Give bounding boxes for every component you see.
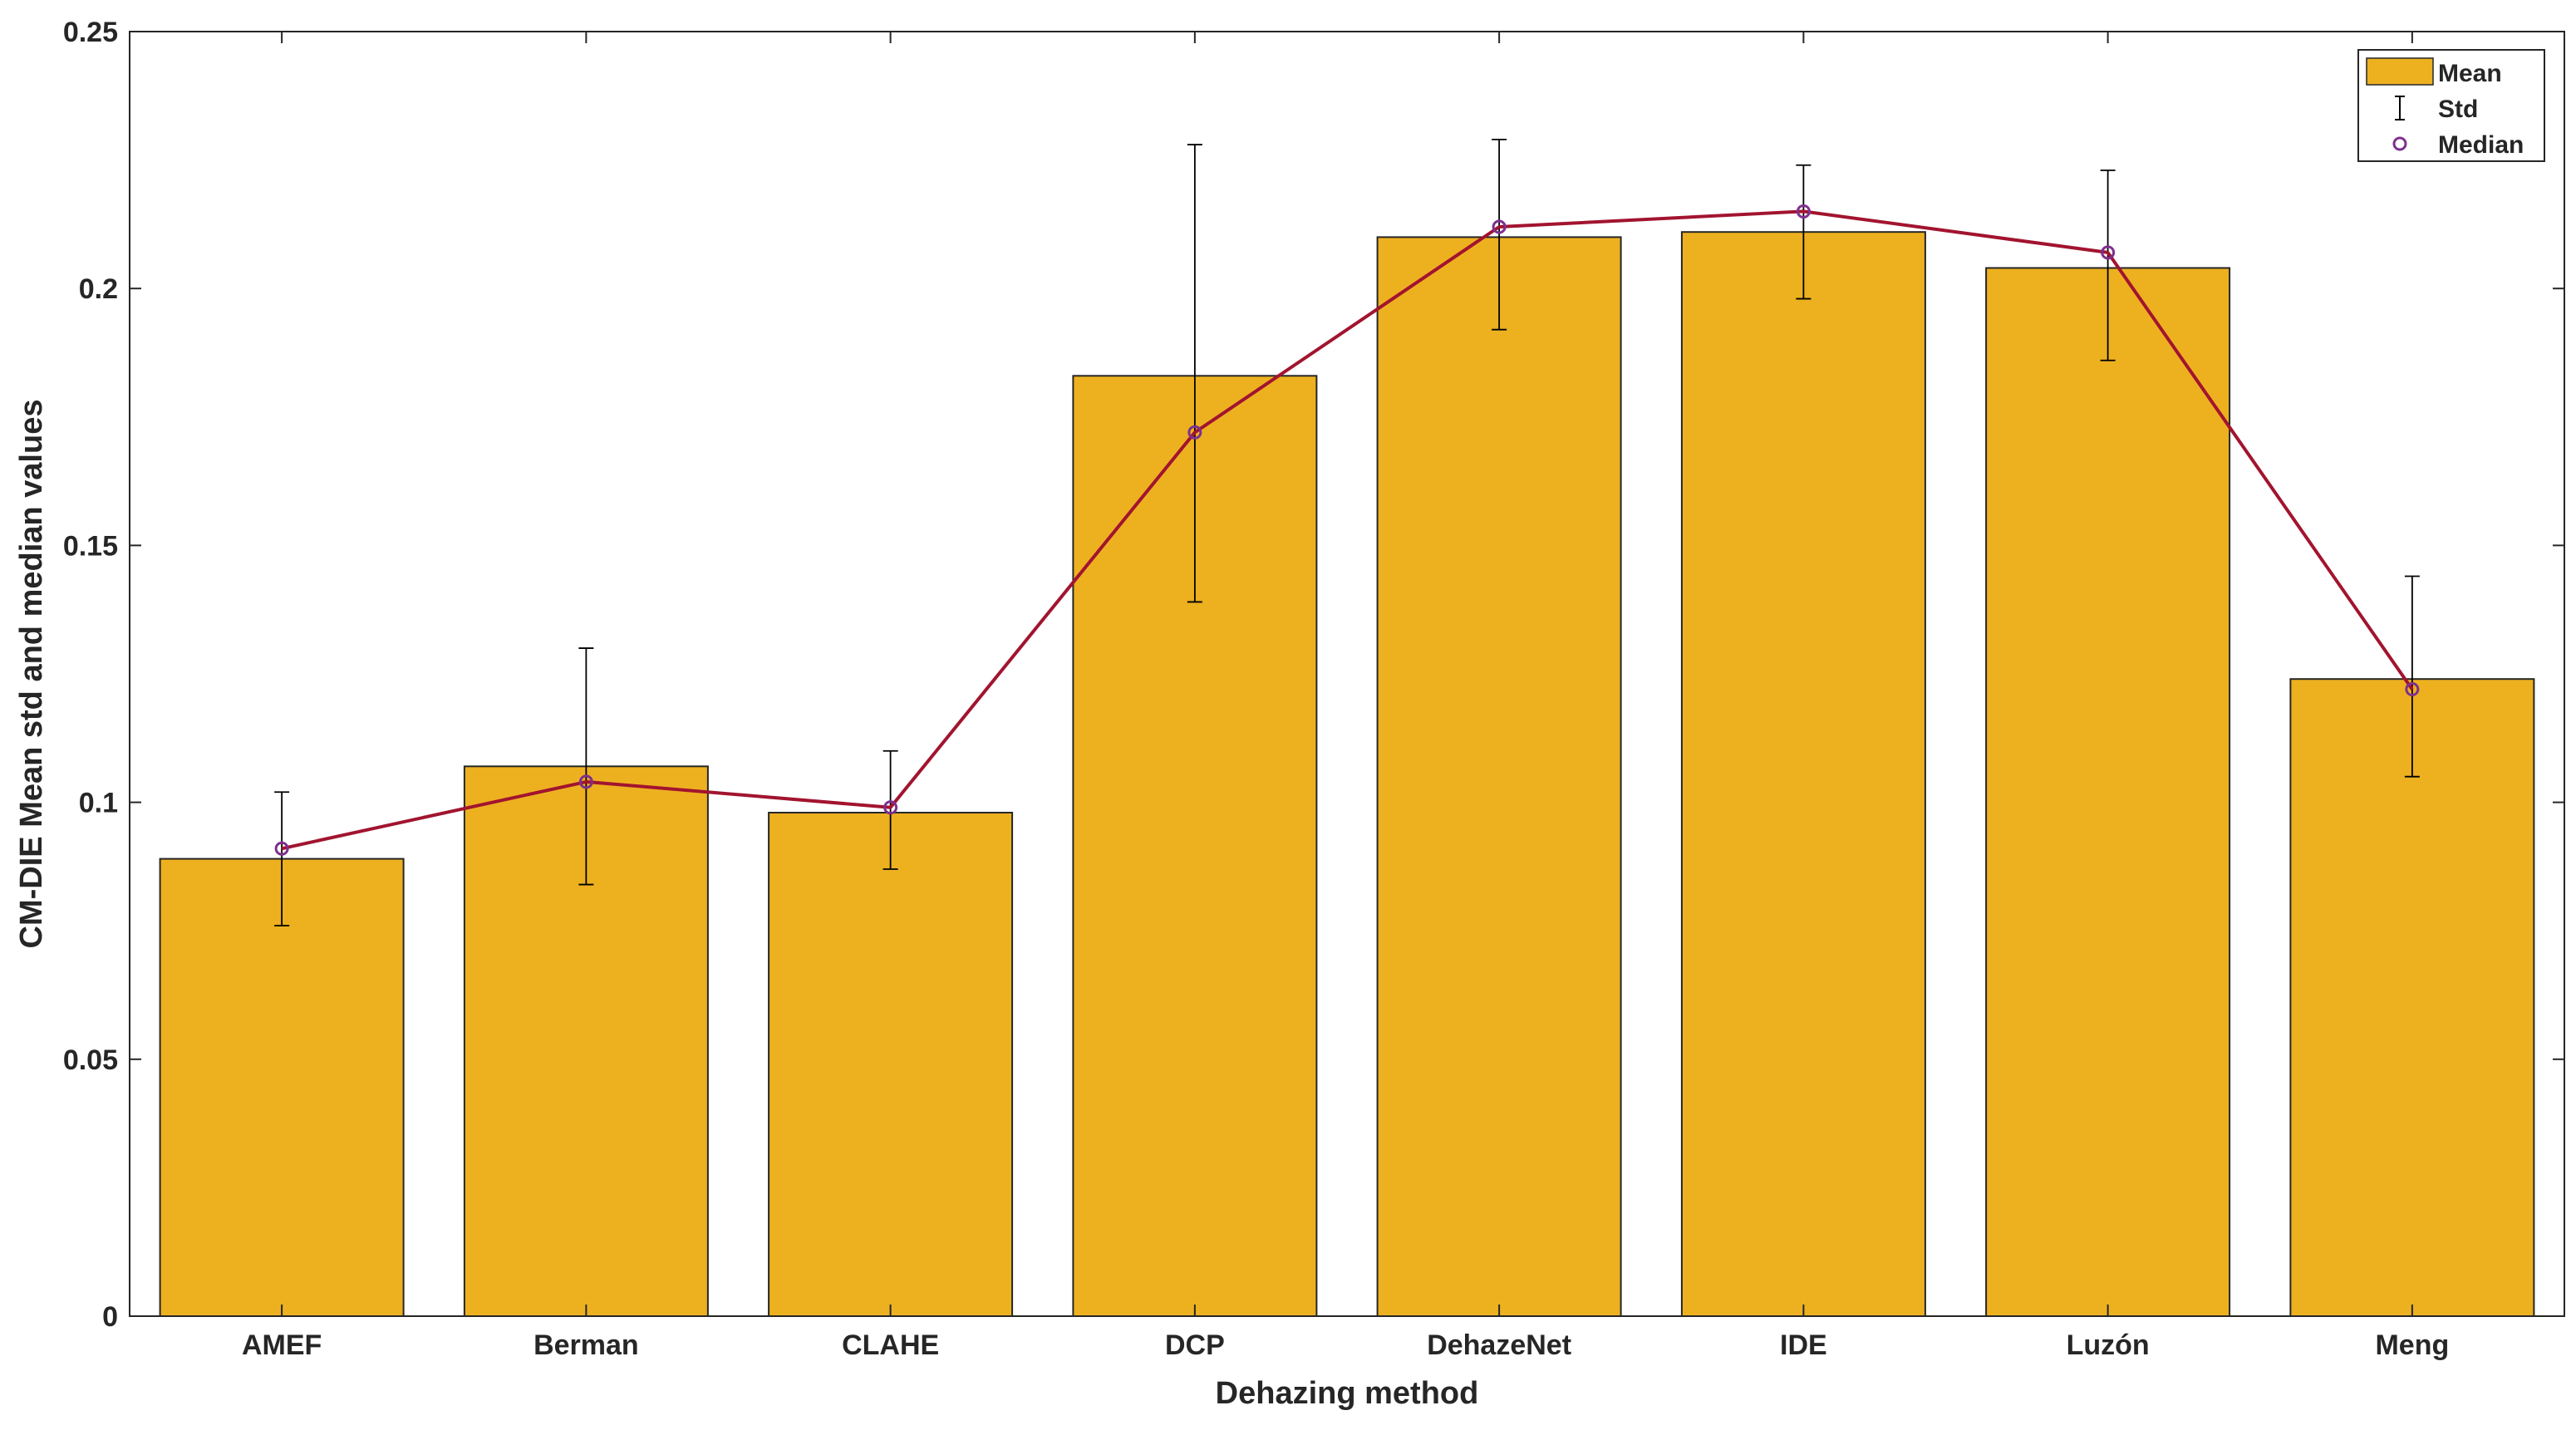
legend-label-mean: Mean bbox=[2438, 60, 2502, 87]
y-tick-label-1: 0.05 bbox=[63, 1044, 118, 1076]
legend-swatch-mean bbox=[2366, 57, 2434, 86]
median-point-7 bbox=[2405, 682, 2420, 697]
errorbar-3 bbox=[1187, 144, 1202, 603]
bar-7 bbox=[2289, 678, 2535, 1317]
legend-swatch-std bbox=[2395, 96, 2405, 120]
median-point-3 bbox=[1187, 425, 1202, 440]
median-line-layer bbox=[274, 204, 2420, 856]
legend-label-median: Median bbox=[2438, 131, 2524, 159]
errorbar-5 bbox=[1796, 164, 1812, 300]
errorbar-6 bbox=[2100, 170, 2116, 361]
median-point-6 bbox=[2101, 245, 2116, 260]
legend-label-std: Std bbox=[2438, 96, 2478, 123]
errorbars-layer bbox=[274, 138, 2420, 926]
errorbar-1 bbox=[578, 647, 594, 886]
bar-4 bbox=[1376, 236, 1622, 1317]
median-line bbox=[281, 209, 2414, 851]
y-tick-label-5: 0.25 bbox=[63, 17, 118, 48]
errorbar-0 bbox=[274, 791, 290, 926]
legend-swatch-median bbox=[2392, 136, 2407, 151]
median-point-5 bbox=[1796, 204, 1811, 219]
y-tick-label-0: 0 bbox=[102, 1301, 118, 1333]
bar-2 bbox=[768, 812, 1014, 1317]
axes-layer bbox=[129, 31, 2565, 1317]
median-point-2 bbox=[883, 800, 898, 815]
median-point-0 bbox=[274, 841, 289, 856]
median-point-4 bbox=[1492, 219, 1507, 234]
x-tick-label-3: DCP bbox=[1165, 1329, 1225, 1361]
x-tick-label-0: AMEF bbox=[242, 1329, 322, 1361]
y-axis-title: CM-DIE Mean std and median values bbox=[14, 400, 49, 949]
x-tick-label-2: CLAHE bbox=[842, 1329, 939, 1361]
errorbar-4 bbox=[1492, 138, 1507, 331]
ticks-layer: 0 0.05 0.1 0.15 0.2 0.25 AMEF Berman CLAHE DCP Deh… bbox=[63, 17, 2564, 1361]
y-tick-label-4: 0.2 bbox=[79, 273, 118, 305]
bar-6 bbox=[1985, 267, 2231, 1317]
y-tick-label-2: 0.1 bbox=[79, 788, 118, 819]
bar-5 bbox=[1680, 231, 1926, 1318]
y-tick-label-3: 0.15 bbox=[63, 530, 118, 562]
x-tick-label-7: Meng bbox=[2375, 1329, 2449, 1361]
x-tick-label-6: Luzón bbox=[2067, 1329, 2150, 1361]
x-tick-label-1: Berman bbox=[533, 1329, 639, 1361]
x-tick-label-4: DehazeNet bbox=[1427, 1329, 1571, 1361]
x-tick-label-5: IDE bbox=[1780, 1329, 1827, 1361]
bar-0 bbox=[159, 858, 405, 1317]
axes-box bbox=[129, 31, 2565, 1317]
median-point-1 bbox=[578, 774, 593, 789]
bars-layer bbox=[159, 231, 2535, 1318]
legend: Mean Std Median bbox=[2357, 49, 2545, 162]
errorbar-2 bbox=[882, 749, 898, 870]
errorbar-7 bbox=[2404, 575, 2420, 778]
x-axis-title: Dehazing method bbox=[1216, 1376, 1479, 1411]
